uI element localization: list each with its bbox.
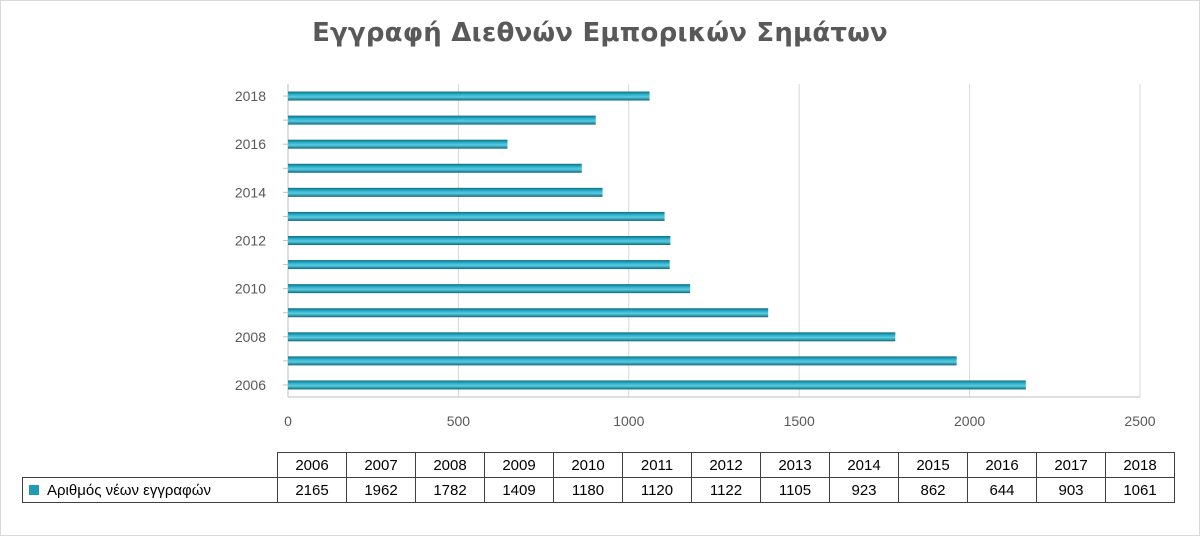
table-value-cell: 862 xyxy=(898,477,968,503)
table-header-cell: 2015 xyxy=(898,452,968,478)
table-value-cell: 1120 xyxy=(622,477,692,503)
table-header-cell: 2010 xyxy=(553,452,623,478)
bar-2007 xyxy=(288,356,957,366)
x-tick-label: 2000 xyxy=(954,413,985,429)
series-name: Αριθμός νέων εγγραφών xyxy=(47,481,211,499)
bar-2010 xyxy=(288,284,691,294)
y-tick-label: 2006 xyxy=(235,377,266,393)
table-header-cell: 2012 xyxy=(691,452,761,478)
table-header-cell: 2014 xyxy=(829,452,899,478)
data-table-header-row: 2006 2007 2008 2009 2010 2011 2012 2013 2014 2015… xyxy=(23,452,1175,478)
x-tick-label: 500 xyxy=(447,413,471,429)
bar-2009 xyxy=(288,308,769,318)
table-header-cell: 2011 xyxy=(622,452,692,478)
data-table: 2006 2007 2008 2009 2010 2011 2012 2013 2014 2015… xyxy=(22,452,1175,503)
bar-2017 xyxy=(288,115,596,125)
chart-title: Εγγραφή Διεθνών Εμπορικών Σημάτων xyxy=(312,18,888,48)
table-value-cell: 923 xyxy=(829,477,899,503)
bar-2008 xyxy=(288,332,896,342)
table-value-cell: 1105 xyxy=(760,477,830,503)
y-tick-label: 2016 xyxy=(235,136,266,152)
table-header-cell: 2016 xyxy=(967,452,1037,478)
bar-2014 xyxy=(288,187,603,197)
table-header-cell: 2017 xyxy=(1036,452,1106,478)
data-table-values-row: Αριθμός νέων εγγραφών 2165 1962 1782 1409 11… xyxy=(22,477,1175,503)
bar-2013 xyxy=(288,211,665,221)
table-header-cell: 2018 xyxy=(1105,452,1175,478)
bar-2015 xyxy=(288,163,582,173)
x-tick-label: 2500 xyxy=(1124,413,1155,429)
table-header-cell: 2007 xyxy=(346,452,416,478)
x-tick-label: 1500 xyxy=(784,413,815,429)
table-value-cell: 1409 xyxy=(484,477,554,503)
data-table-corner xyxy=(23,453,278,478)
y-tick-label: 2018 xyxy=(235,88,266,104)
table-value-cell: 1782 xyxy=(415,477,485,503)
y-tick-label: 2008 xyxy=(235,329,266,345)
table-value-cell: 1122 xyxy=(691,477,761,503)
bar-2016 xyxy=(288,139,508,149)
x-tick-label: 1000 xyxy=(613,413,644,429)
table-header-cell: 2008 xyxy=(415,452,485,478)
table-value-cell: 2165 xyxy=(277,477,347,503)
table-value-cell: 903 xyxy=(1036,477,1106,503)
table-header-cell: 2006 xyxy=(277,452,347,478)
y-tick-label: 2010 xyxy=(235,281,266,297)
y-tick-label: 2014 xyxy=(235,184,266,200)
table-header-cell: 2009 xyxy=(484,452,554,478)
table-value-cell: 1962 xyxy=(346,477,416,503)
table-header-cell: 2013 xyxy=(760,452,830,478)
table-value-cell: 1180 xyxy=(553,477,623,503)
table-value-cell: 644 xyxy=(967,477,1037,503)
data-table-series-label: Αριθμός νέων εγγραφών xyxy=(22,477,278,503)
legend-swatch xyxy=(29,484,39,495)
bar-2006 xyxy=(288,380,1026,390)
bar-2011 xyxy=(288,260,670,270)
bar-2018 xyxy=(288,91,650,101)
bar-chart: 0 500 1000 1500 2000 2500 2006 2008 2010 2012 2014… xyxy=(235,84,1156,429)
x-tick-label: 0 xyxy=(284,413,292,429)
table-value-cell: 1061 xyxy=(1105,477,1175,503)
y-tick-label: 2012 xyxy=(235,233,266,249)
bar-2012 xyxy=(288,236,671,245)
